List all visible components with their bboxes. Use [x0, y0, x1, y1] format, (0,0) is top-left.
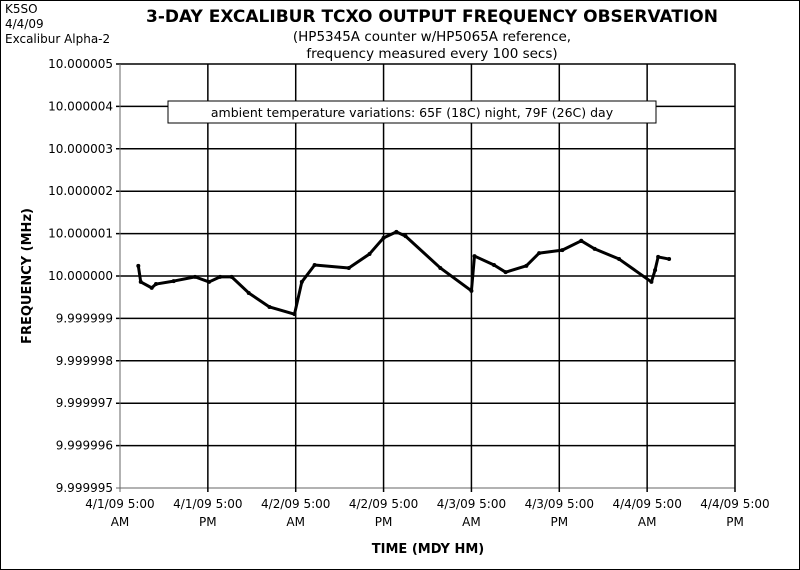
y-tick-label: 10.000002: [48, 184, 113, 198]
data-point: [138, 279, 143, 284]
data-point: [381, 235, 386, 240]
y-axis-label: FREQUENCY (MHz): [20, 208, 35, 344]
x-tick-label-ampm: PM: [550, 515, 568, 529]
y-tick-labels: 10.000005 10.000004 10.000003 10.000002 10.0…: [48, 57, 113, 495]
grid: [116, 63, 736, 492]
x-tick-labels: 4/1/09 5:00 AM 4/1/09 5:00 PM 4/2/09 5:00 AM 4…: [85, 497, 769, 529]
x-tick-label-ampm: PM: [726, 515, 744, 529]
series-line: [136, 230, 670, 316]
y-tick-label: 10.000001: [48, 227, 113, 241]
data-point: [653, 268, 658, 273]
y-tick-label: 10.000003: [48, 142, 113, 156]
data-point: [667, 257, 672, 262]
y-tick-label: 9.999997: [56, 396, 113, 410]
data-point: [469, 288, 474, 293]
data-point: [537, 251, 542, 256]
data-point: [346, 265, 351, 270]
x-tick-label-ampm: AM: [286, 515, 305, 529]
x-tick-label: 4/2/09 5:00: [261, 497, 330, 511]
data-point: [153, 282, 158, 287]
x-tick-label: 4/1/09 5:00: [85, 497, 154, 511]
corner-callsign: K5SO: [5, 2, 38, 16]
x-tick-label-ampm: AM: [462, 515, 481, 529]
data-point: [193, 274, 198, 279]
x-tick-label: 4/4/09 5:00: [700, 497, 769, 511]
corner-device: Excalibur Alpha-2: [5, 32, 111, 46]
x-tick-label: 4/3/09 5:00: [437, 497, 506, 511]
data-point: [171, 279, 176, 284]
data-point: [218, 274, 223, 279]
data-point: [492, 262, 497, 267]
data-point: [149, 285, 154, 290]
annotation-box: [167, 100, 657, 124]
chart-subtitle-1: (HP5345A counter w/HP5065A reference,: [293, 29, 571, 45]
data-point: [503, 270, 508, 275]
y-tick-label: 10.000005: [48, 57, 113, 71]
chart-title: 3-DAY EXCALIBUR TCXO OUTPUT FREQUENCY OB…: [146, 7, 718, 27]
data-point: [579, 238, 584, 243]
data-point: [292, 312, 297, 317]
data-point: [367, 251, 372, 256]
x-tick-label: 4/1/09 5:00: [173, 497, 242, 511]
data-point: [246, 290, 251, 295]
x-tick-label: 4/2/09 5:00: [349, 497, 418, 511]
x-tick-label: 4/4/09 5:00: [612, 497, 681, 511]
data-point: [656, 254, 661, 259]
x-tick-label-ampm: AM: [638, 515, 657, 529]
x-tick-label-ampm: AM: [111, 515, 130, 529]
y-tick-label: 9.999996: [56, 439, 113, 453]
data-point: [136, 263, 141, 268]
data-point: [472, 254, 477, 259]
data-point: [229, 274, 234, 279]
data-point: [617, 257, 622, 262]
data-point: [299, 279, 304, 284]
data-point: [394, 229, 399, 234]
y-tick-label: 10.000004: [48, 99, 113, 113]
y-tick-label: 9.999999: [56, 311, 113, 325]
data-point: [560, 248, 565, 253]
data-point: [403, 234, 408, 239]
corner-date: 4/4/09: [5, 17, 44, 31]
data-point: [649, 279, 654, 284]
series-frequency: [136, 229, 672, 317]
data-point: [267, 304, 272, 309]
y-tick-label: 10.000000: [48, 269, 113, 283]
x-tick-label-ampm: PM: [199, 515, 217, 529]
data-point: [592, 246, 597, 251]
data-point: [312, 262, 317, 267]
data-point: [438, 265, 443, 270]
annotation-text: ambient temperature variations: 65F (18C…: [211, 105, 614, 120]
y-tick-label: 9.999998: [56, 354, 113, 368]
x-axis-label: TIME (MDY HM): [372, 542, 484, 557]
y-tick-label: 9.999995: [56, 481, 113, 495]
data-point: [207, 279, 212, 284]
x-tick-label-ampm: PM: [375, 515, 393, 529]
x-tick-label: 4/3/09 5:00: [525, 497, 594, 511]
chart-subtitle-2: frequency measured every 100 secs): [306, 46, 557, 62]
data-point: [524, 263, 529, 268]
